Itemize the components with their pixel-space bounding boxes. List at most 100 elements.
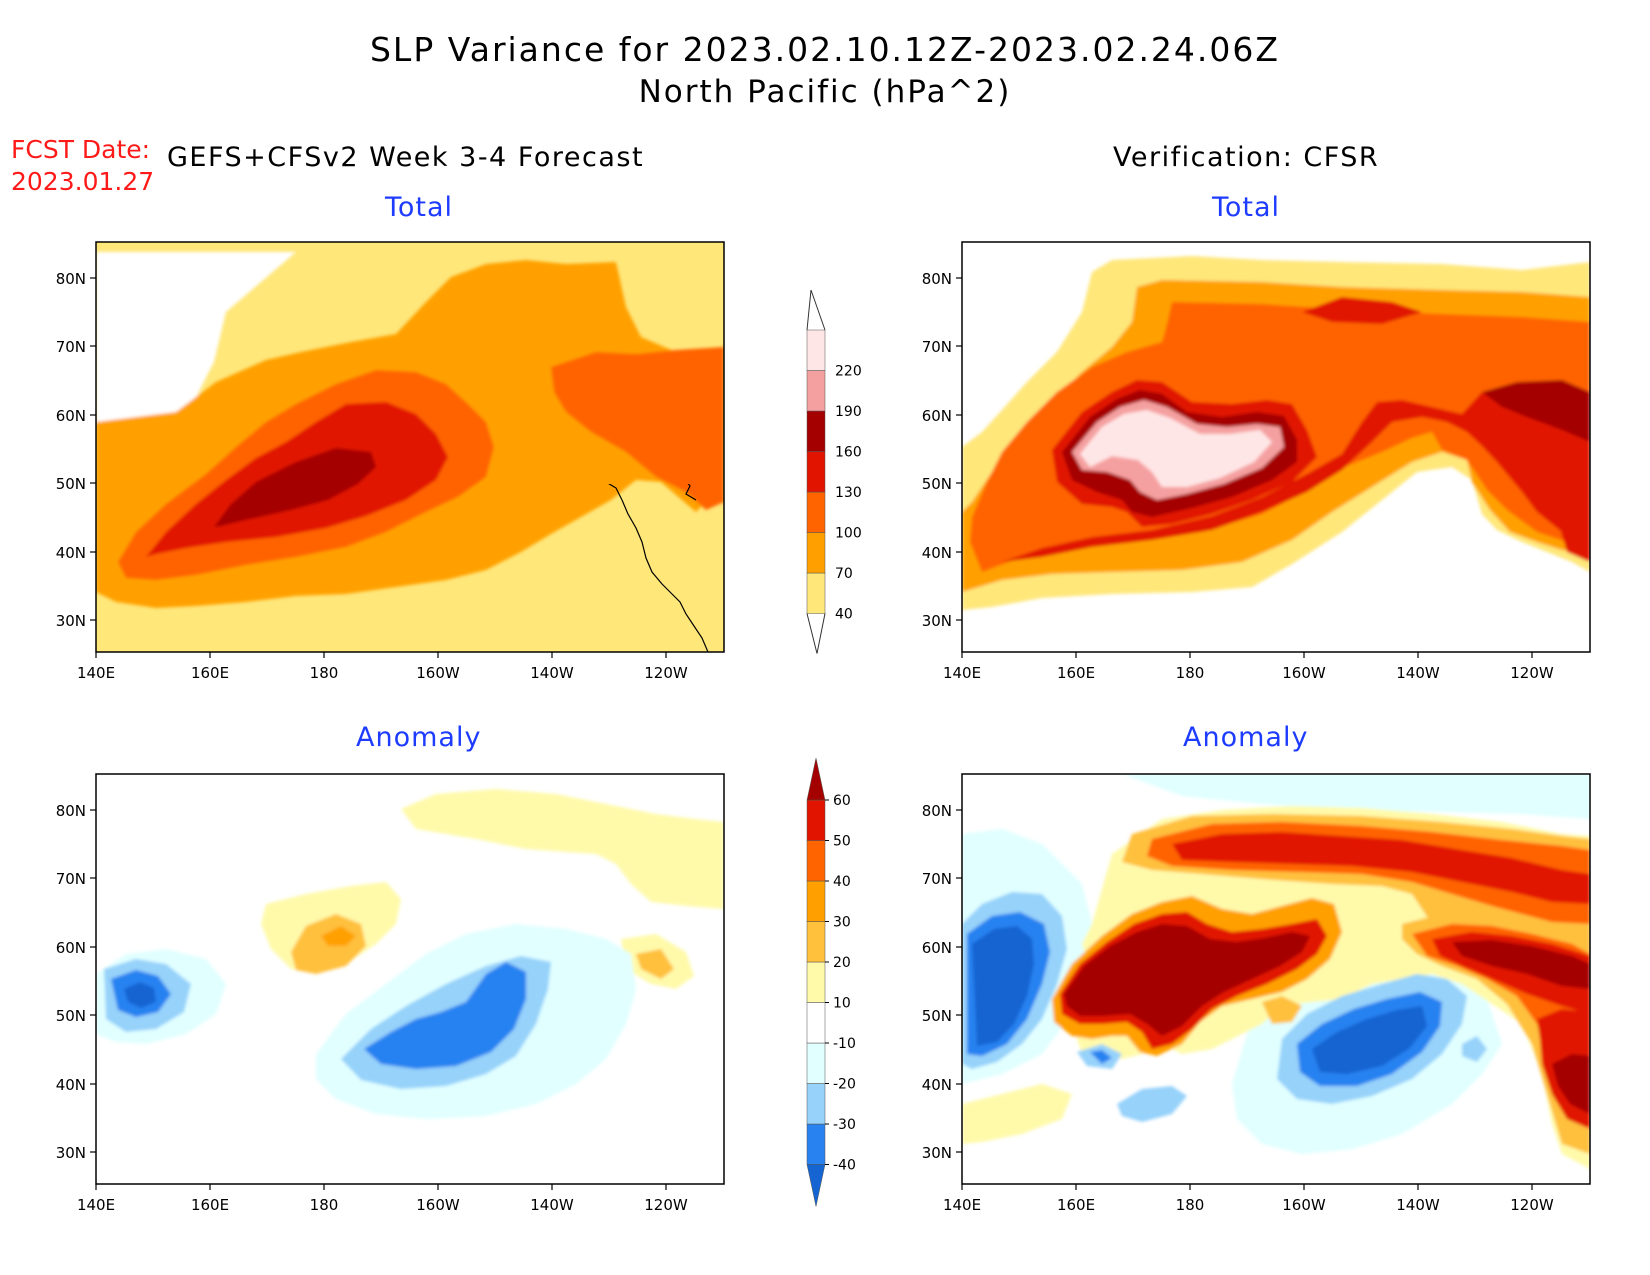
lat-tick-label: 30N bbox=[922, 612, 952, 630]
colorbar-top-arrow bbox=[806, 757, 826, 801]
lat-tick-label: 50N bbox=[56, 1007, 86, 1025]
lon-tick-label: 140E bbox=[943, 1196, 981, 1214]
forecast-anomaly-title: Anomaly bbox=[356, 722, 482, 753]
lon-tick-label: 160W bbox=[416, 1196, 460, 1214]
colorbar-swatch bbox=[806, 329, 826, 371]
lat-tick-label: 40N bbox=[56, 1076, 86, 1094]
colorbar-label: 220 bbox=[835, 364, 862, 380]
lon-tick-label: 140W bbox=[1396, 1196, 1440, 1214]
colorbar-label: 60 bbox=[833, 793, 851, 809]
colorbar-label: 10 bbox=[833, 996, 851, 1012]
lon-tick-label: 160W bbox=[1282, 1196, 1326, 1214]
colorbar-swatch bbox=[806, 799, 826, 841]
lat-tick-label: 70N bbox=[922, 338, 952, 356]
forecast-anomaly-frame bbox=[95, 773, 725, 1185]
forecast-total-frame bbox=[95, 241, 725, 653]
colorbar-swatch bbox=[806, 451, 826, 493]
colorbar-label: 40 bbox=[833, 874, 851, 890]
verification-anomaly-map bbox=[961, 773, 1591, 1185]
lat-tick-label: 30N bbox=[922, 1144, 952, 1162]
lat-tick-label: 40N bbox=[922, 544, 952, 562]
lon-tick-label: 160E bbox=[1057, 664, 1095, 682]
colorbar-top-arrow bbox=[806, 289, 826, 331]
colorbar-swatch bbox=[806, 1123, 826, 1165]
colorbar-swatch bbox=[806, 410, 826, 452]
lon-tick-label: 160W bbox=[1282, 664, 1326, 682]
lat-tick-label: 60N bbox=[56, 939, 86, 957]
lat-tick-label: 80N bbox=[56, 802, 86, 820]
verification-anomaly-frame bbox=[961, 773, 1591, 1185]
anomaly-colorbar: -40 -30 -20 -10 10 20 30 40 50 60 bbox=[806, 757, 856, 1207]
lat-tick-label: 50N bbox=[922, 475, 952, 493]
lat-tick-label: 70N bbox=[56, 870, 86, 888]
colorbar-swatch bbox=[806, 370, 826, 412]
lon-tick-label: 140W bbox=[530, 664, 574, 682]
colorbar-label: 40 bbox=[835, 607, 853, 623]
colorbar-label: -20 bbox=[833, 1077, 856, 1093]
main-title: SLP Variance for 2023.02.10.12Z-2023.02.… bbox=[369, 30, 1281, 69]
lon-tick-label: 160E bbox=[191, 1196, 229, 1214]
colorbar-label: 70 bbox=[835, 566, 853, 582]
colorbar-label: 130 bbox=[835, 485, 862, 501]
colorbar-label: -40 bbox=[833, 1158, 856, 1174]
colorbar-label: 160 bbox=[835, 445, 862, 461]
lat-tick-label: 60N bbox=[922, 939, 952, 957]
lon-tick-label: 140E bbox=[943, 664, 981, 682]
lon-tick-label: 160E bbox=[1057, 1196, 1095, 1214]
lat-tick-label: 30N bbox=[56, 612, 86, 630]
forecast-total-map bbox=[95, 241, 725, 653]
lat-tick-label: 80N bbox=[922, 270, 952, 288]
lon-tick-label: 120W bbox=[1510, 1196, 1554, 1214]
forecast-column-title: GEFS+CFSv2 Week 3-4 Forecast bbox=[167, 142, 645, 173]
colorbar-label: 190 bbox=[835, 404, 862, 420]
colorbar-swatch bbox=[806, 840, 826, 882]
lon-tick-label: 180 bbox=[310, 1196, 339, 1214]
lat-tick-label: 40N bbox=[56, 544, 86, 562]
verification-anomaly-title: Anomaly bbox=[1183, 722, 1309, 753]
colorbar-label: 50 bbox=[833, 834, 851, 850]
colorbar-label: -10 bbox=[833, 1036, 856, 1052]
lat-tick-label: 70N bbox=[56, 338, 86, 356]
lat-tick-label: 70N bbox=[922, 870, 952, 888]
verification-column-title: Verification: CFSR bbox=[1113, 142, 1380, 173]
lat-tick-label: 50N bbox=[56, 475, 86, 493]
verification-total-map bbox=[961, 241, 1591, 653]
lat-tick-label: 60N bbox=[56, 407, 86, 425]
lon-tick-label: 160W bbox=[416, 664, 460, 682]
lon-tick-label: 140E bbox=[77, 1196, 115, 1214]
verification-total-frame bbox=[961, 241, 1591, 653]
colorbar-bottom-arrow bbox=[806, 613, 826, 654]
lon-tick-label: 140E bbox=[77, 664, 115, 682]
colorbar-swatch bbox=[806, 1083, 826, 1125]
colorbar-bottom-arrow bbox=[806, 1164, 826, 1207]
colorbar-swatch bbox=[806, 1042, 826, 1084]
lon-tick-label: 140W bbox=[530, 1196, 574, 1214]
colorbar-swatch bbox=[806, 880, 826, 922]
forecast-date-label: FCST Date: bbox=[11, 135, 151, 164]
main-subtitle: North Pacific (hPa^2) bbox=[638, 74, 1012, 110]
colorbar-swatch bbox=[806, 532, 826, 574]
colorbar-swatch bbox=[806, 921, 826, 963]
lat-tick-label: 60N bbox=[922, 407, 952, 425]
lon-tick-label: 180 bbox=[1176, 664, 1205, 682]
colorbar-swatch bbox=[806, 961, 826, 1003]
colorbar-swatch bbox=[806, 1002, 826, 1044]
lat-tick-label: 30N bbox=[56, 1144, 86, 1162]
colorbar-label: 100 bbox=[835, 526, 862, 542]
forecast-anomaly-map bbox=[95, 773, 725, 1185]
verification-total-title: Total bbox=[1212, 192, 1281, 223]
colorbar-label: 20 bbox=[833, 955, 851, 971]
forecast-total-title: Total bbox=[385, 192, 454, 223]
total-colorbar: 40 70 100 130 160 190 220 bbox=[806, 289, 862, 654]
forecast-date-value: 2023.01.27 bbox=[11, 167, 155, 196]
lon-tick-label: 120W bbox=[644, 664, 688, 682]
lat-tick-label: 80N bbox=[56, 270, 86, 288]
colorbar-label: -30 bbox=[833, 1117, 856, 1133]
lat-tick-label: 50N bbox=[922, 1007, 952, 1025]
lon-tick-label: 120W bbox=[1510, 664, 1554, 682]
colorbar-label: 30 bbox=[833, 915, 851, 931]
lon-tick-label: 160E bbox=[191, 664, 229, 682]
lon-tick-label: 140W bbox=[1396, 664, 1440, 682]
lon-tick-label: 180 bbox=[310, 664, 339, 682]
